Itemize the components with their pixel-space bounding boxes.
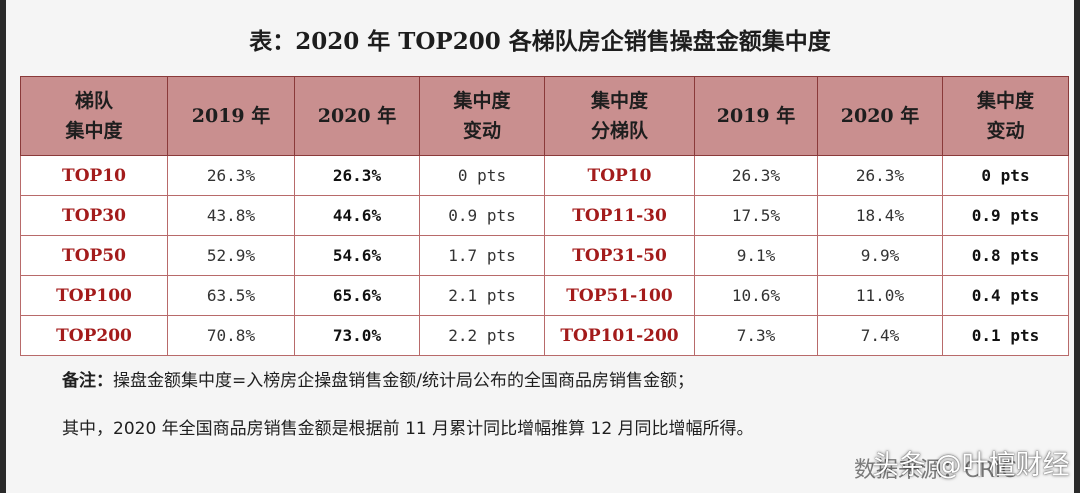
note-line-2: 其中，2020 年全国商品房销售金额是根据前 11 月累计同比增幅推算 12 月…	[62, 419, 754, 439]
change-cell: 2.2 pts	[419, 315, 545, 356]
header-2019-sub: 2019 年	[694, 76, 818, 156]
subtier-cell: TOP10	[544, 155, 695, 196]
source-text: 数据来源：CRIC	[854, 458, 1017, 483]
table-row: TOP200 70.8% 73.0% 2.2 pts TOP101-200 7.…	[20, 315, 1069, 356]
header-subtier: 集中度 分梯队	[544, 76, 695, 156]
header-row: 梯队 集中度 2019 年 2020 年 集中度 变动 集中度 分梯队 2019 年 …	[20, 76, 1069, 156]
subtier-cell: TOP101-200	[544, 315, 695, 356]
sub-value-2019: 10.6%	[694, 275, 818, 316]
subtier-cell: TOP11-30	[544, 195, 695, 236]
note-label: 备注：	[62, 371, 113, 391]
value-2019: 63.5%	[167, 275, 295, 316]
note-line-1: 备注：操盘金额集中度=入榜房企操盘销售金额/统计局公布的全国商品房销售金额；	[62, 366, 694, 391]
sub-value-2020: 9.9%	[817, 235, 943, 276]
value-2020: 26.3%	[294, 155, 420, 196]
sub-value-2020: 26.3%	[817, 155, 943, 196]
value-2019: 52.9%	[167, 235, 295, 276]
sub-change-cell: 0 pts	[942, 155, 1069, 196]
watermark: 头条 @叶檀财经	[872, 450, 1070, 481]
sub-change-cell: 0.1 pts	[942, 315, 1069, 356]
value-2020: 65.6%	[294, 275, 420, 316]
table-row: TOP10 26.3% 26.3% 0 pts TOP10 26.3% 26.3…	[20, 155, 1069, 196]
table-row: TOP30 43.8% 44.6% 0.9 pts TOP11-30 17.5%…	[20, 195, 1069, 236]
value-2020: 44.6%	[294, 195, 420, 236]
sub-change-cell: 0.8 pts	[942, 235, 1069, 276]
header-tier: 梯队 集中度	[20, 76, 168, 156]
header-change-sub: 集中度 变动	[942, 76, 1069, 156]
subtier-cell: TOP51-100	[544, 275, 695, 316]
table-row: TOP50 52.9% 54.6% 1.7 pts TOP31-50 9.1% …	[20, 235, 1069, 276]
table-title: 表：2020 年 TOP200 各梯队房企销售操盘金额集中度	[249, 28, 831, 55]
sub-change-cell: 0.9 pts	[942, 195, 1069, 236]
concentration-table: 梯队 集中度 2019 年 2020 年 集中度 变动 集中度 分梯队 2019 年 …	[20, 76, 1069, 356]
change-cell: 0 pts	[419, 155, 545, 196]
header-2020-sub: 2020 年	[817, 76, 943, 156]
sub-value-2019: 17.5%	[694, 195, 818, 236]
value-2019: 43.8%	[167, 195, 295, 236]
value-2019: 26.3%	[167, 155, 295, 196]
header-change: 集中度 变动	[419, 76, 545, 156]
value-2020: 54.6%	[294, 235, 420, 276]
header-2020: 2020 年	[294, 76, 420, 156]
value-2019: 70.8%	[167, 315, 295, 356]
change-cell: 0.9 pts	[419, 195, 545, 236]
tier-cell: TOP30	[20, 195, 168, 236]
tier-cell: TOP100	[20, 275, 168, 316]
tier-cell: TOP10	[20, 155, 168, 196]
sub-value-2020: 18.4%	[817, 195, 943, 236]
sub-value-2020: 7.4%	[817, 315, 943, 356]
header-2019: 2019 年	[167, 76, 295, 156]
subtier-cell: TOP31-50	[544, 235, 695, 276]
change-cell: 1.7 pts	[419, 235, 545, 276]
sub-value-2020: 11.0%	[817, 275, 943, 316]
tier-cell: TOP200	[20, 315, 168, 356]
value-2020: 73.0%	[294, 315, 420, 356]
table-row: TOP100 63.5% 65.6% 2.1 pts TOP51-100 10.…	[20, 275, 1069, 316]
note-text-1: 操盘金额集中度=入榜房企操盘销售金额/统计局公布的全国商品房销售金额；	[113, 371, 694, 391]
sub-value-2019: 26.3%	[694, 155, 818, 196]
sub-change-cell: 0.4 pts	[942, 275, 1069, 316]
sub-value-2019: 9.1%	[694, 235, 818, 276]
change-cell: 2.1 pts	[419, 275, 545, 316]
tier-cell: TOP50	[20, 235, 168, 276]
sub-value-2019: 7.3%	[694, 315, 818, 356]
